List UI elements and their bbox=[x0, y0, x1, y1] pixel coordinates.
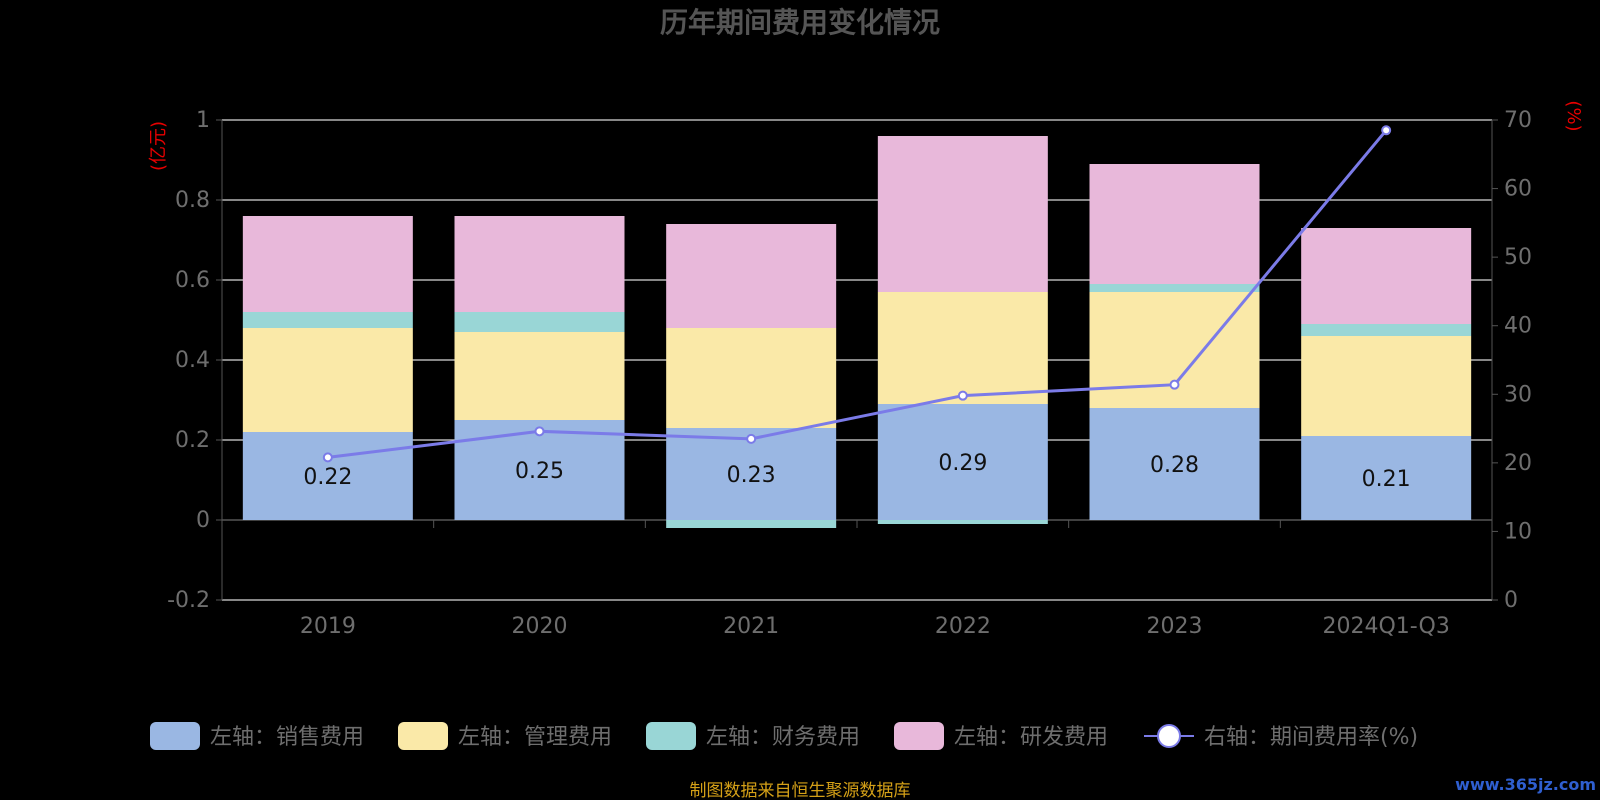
right-axis: 0 10 20 30 40 50 60 70 bbox=[1491, 108, 1532, 613]
bar-data-label: 0.28 bbox=[1150, 453, 1199, 478]
x-axis: 2019 2020 2021 2022 2023 2024Q1-Q3 bbox=[300, 520, 1450, 639]
bar-segment bbox=[454, 332, 625, 420]
legend-label: 左轴：财务费用 bbox=[706, 725, 860, 750]
chart-title: 历年期间费用变化情况 bbox=[660, 6, 940, 39]
bar-segment bbox=[1301, 228, 1472, 324]
bar-segment bbox=[242, 432, 413, 520]
bar-segment bbox=[1089, 164, 1260, 284]
bar-segment bbox=[454, 216, 625, 312]
left-tick-label: 0.6 bbox=[175, 268, 210, 293]
rate-line-point bbox=[957, 390, 968, 401]
bars bbox=[242, 136, 1472, 528]
legend-label: 左轴：销售费用 bbox=[210, 725, 364, 750]
x-category-label: 2024Q1-Q3 bbox=[1322, 614, 1449, 639]
bar-segment bbox=[1089, 284, 1260, 292]
bar-data-label: 0.22 bbox=[303, 465, 352, 490]
right-tick-label: 30 bbox=[1504, 382, 1532, 407]
bar-segment bbox=[454, 420, 625, 520]
legend-swatch bbox=[894, 722, 944, 750]
bar-segment bbox=[666, 224, 837, 328]
bar-segment bbox=[242, 312, 413, 328]
right-tick-label: 40 bbox=[1504, 314, 1532, 339]
right-tick-label: 60 bbox=[1504, 177, 1532, 202]
bar-segment bbox=[242, 328, 413, 432]
bar-segment bbox=[1089, 292, 1260, 408]
rate-line-point bbox=[534, 426, 545, 437]
left-tick-label: 0 bbox=[196, 508, 210, 533]
bar-segment bbox=[1301, 436, 1472, 520]
left-tick-label: 0.8 bbox=[175, 188, 210, 213]
left-axis-unit: (亿元) bbox=[148, 121, 169, 171]
bar-segment bbox=[877, 520, 1048, 524]
bar-segment bbox=[666, 520, 837, 528]
x-category-label: 2021 bbox=[723, 614, 779, 639]
watermark: www.365jz.com bbox=[1455, 775, 1596, 794]
rate-line bbox=[322, 125, 1392, 463]
legend-swatch bbox=[646, 722, 696, 750]
left-tick-label: -0.2 bbox=[167, 588, 210, 613]
bar-segment bbox=[877, 404, 1048, 520]
bar-segment bbox=[1089, 408, 1260, 520]
rate-line-point bbox=[1169, 379, 1180, 390]
legend-swatch bbox=[150, 722, 200, 750]
rate-line-path bbox=[327, 129, 1388, 459]
x-category-label: 2023 bbox=[1147, 614, 1203, 639]
right-tick-label: 20 bbox=[1504, 451, 1532, 476]
bar-segment bbox=[666, 328, 837, 428]
x-category-label: 2019 bbox=[300, 614, 356, 639]
x-category-label: 2020 bbox=[512, 614, 568, 639]
bar-segment bbox=[1301, 336, 1472, 436]
legend-swatch bbox=[398, 722, 448, 750]
bar-segment bbox=[242, 216, 413, 312]
bar-data-label: 0.21 bbox=[1362, 467, 1411, 492]
right-axis-unit: (%) bbox=[1563, 100, 1584, 131]
bar-data-label: 0.25 bbox=[515, 459, 564, 484]
data-labels: 0.22 0.25 0.23 0.29 0.28 0.21 bbox=[303, 451, 1410, 492]
rate-line-point bbox=[322, 452, 333, 463]
x-category-label: 2022 bbox=[935, 614, 991, 639]
legend-label: 左轴：研发费用 bbox=[954, 725, 1108, 750]
right-tick-label: 10 bbox=[1504, 519, 1532, 544]
left-axis: -0.2 0 0.2 0.4 0.6 0.8 1 bbox=[167, 108, 223, 613]
right-tick-label: 70 bbox=[1504, 108, 1532, 133]
rate-line-point bbox=[1381, 125, 1392, 136]
bar-data-label: 0.23 bbox=[727, 463, 776, 488]
right-tick-label: 50 bbox=[1504, 245, 1532, 270]
bar-segment bbox=[454, 312, 625, 332]
left-tick-label: 1 bbox=[196, 108, 210, 133]
bar-segment bbox=[877, 292, 1048, 404]
bar-segment bbox=[877, 136, 1048, 292]
rate-line-point bbox=[746, 433, 757, 444]
bar-segment bbox=[1301, 324, 1472, 336]
left-tick-label: 0.2 bbox=[175, 428, 210, 453]
right-tick-label: 0 bbox=[1504, 588, 1518, 613]
source-note: 制图数据来自恒生聚源数据库 bbox=[690, 781, 911, 800]
legend-marker bbox=[1157, 724, 1181, 748]
legend: 左轴：销售费用 左轴：管理费用 左轴：财务费用 左轴：研发费用 右轴：期间费用率(%) bbox=[150, 722, 1418, 750]
left-tick-label: 0.4 bbox=[175, 348, 210, 373]
bar-data-label: 0.29 bbox=[938, 451, 987, 476]
legend-label: 右轴：期间费用率(%) bbox=[1204, 725, 1418, 750]
legend-label: 左轴：管理费用 bbox=[458, 725, 612, 750]
